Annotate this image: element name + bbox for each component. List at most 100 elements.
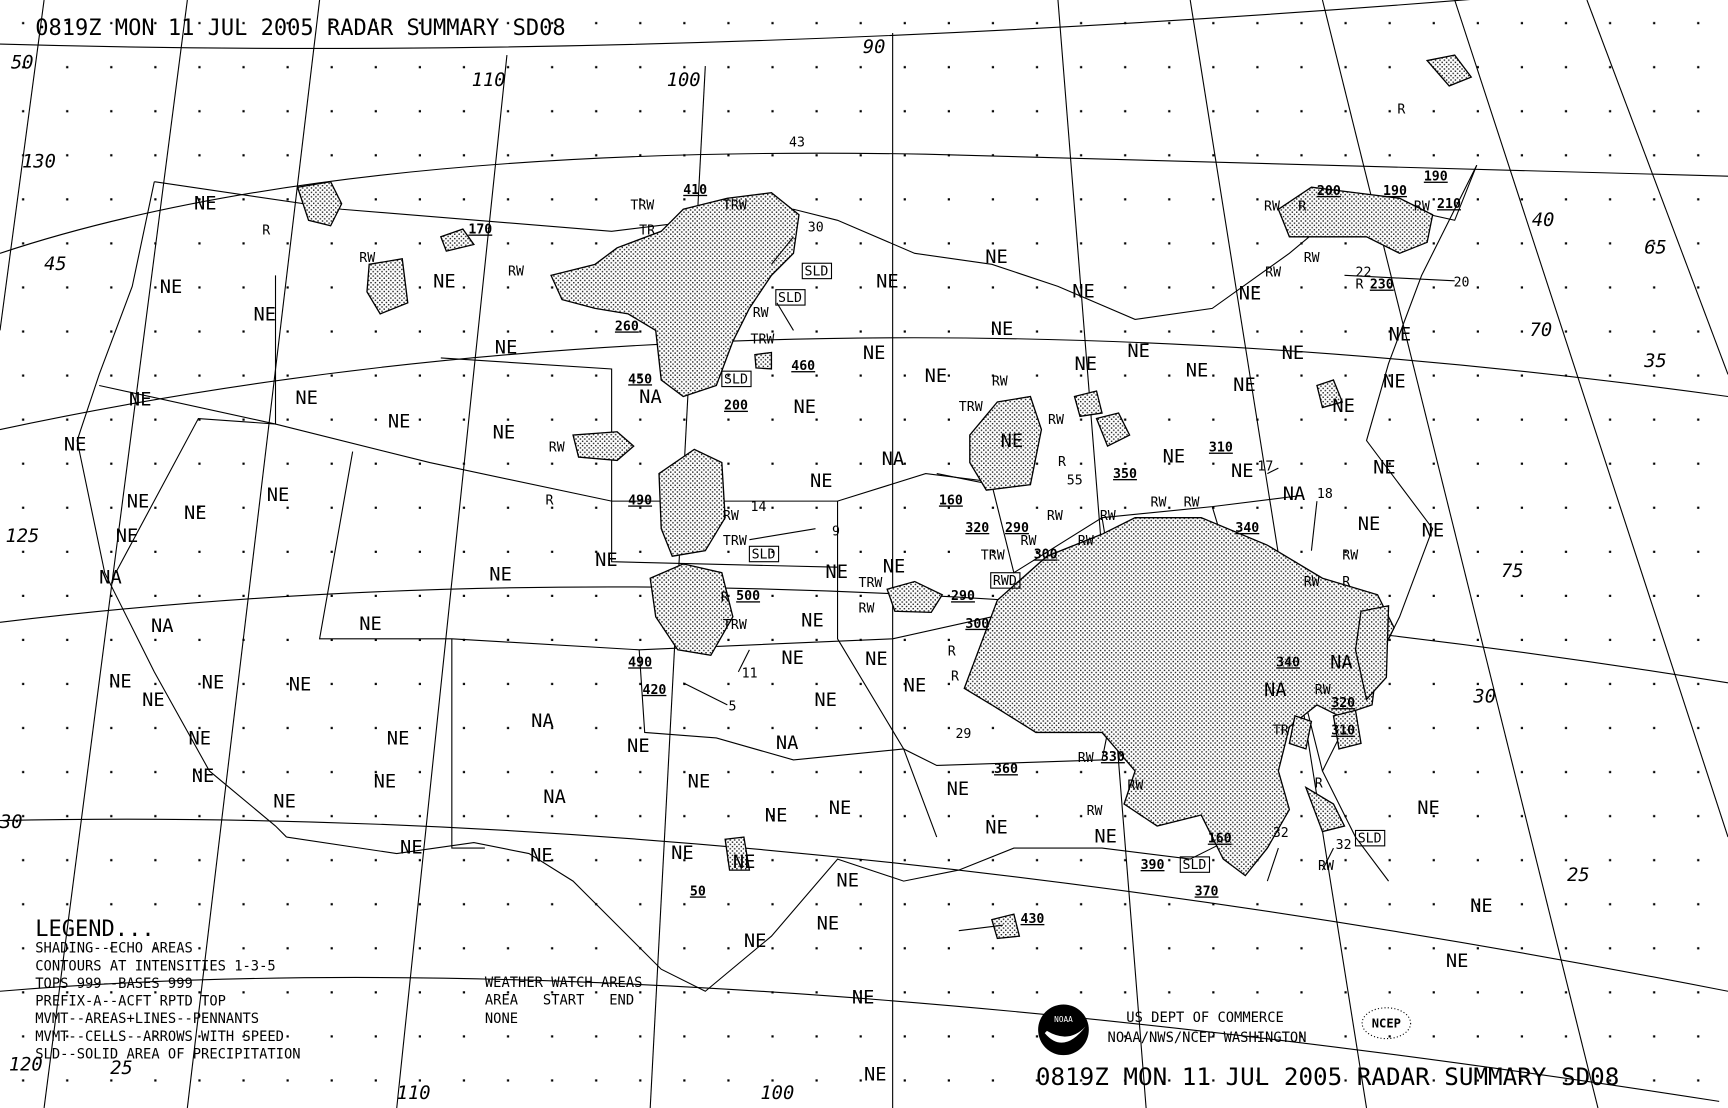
echo-top-label: 370	[1195, 884, 1219, 899]
area-label: NA	[1330, 653, 1353, 674]
area-label: NE	[781, 648, 804, 669]
echo-top-label: 300	[1034, 547, 1058, 562]
meridian-line	[43, 0, 188, 1108]
cell-speed-label: 32	[1273, 826, 1289, 841]
area-label: NA	[531, 711, 554, 732]
precip-type-label: R	[721, 590, 729, 605]
echo-top-label: 160	[939, 493, 963, 508]
precip-type-label: RW	[359, 251, 375, 266]
sld-box: SLD	[1358, 832, 1382, 847]
precip-type-label: R	[951, 670, 959, 685]
area-label: NE	[64, 434, 87, 455]
area-label: NE	[192, 766, 215, 787]
echo-top-label: 190	[1383, 184, 1407, 199]
area-label: NE	[991, 319, 1014, 340]
echo-top-label: 420	[642, 683, 666, 698]
area-label: NE	[627, 736, 650, 757]
area-label: NE	[817, 914, 840, 935]
area-label: NE	[493, 422, 516, 443]
sld-box: SLD	[778, 291, 802, 306]
area-label: NE	[194, 193, 217, 214]
echo-top-label: 350	[1113, 467, 1137, 482]
precip-type-label: RW	[1100, 509, 1116, 524]
watch-heading: WEATHER WATCH AREAS	[485, 975, 643, 991]
area-label: NE	[814, 690, 837, 711]
area-label: NA	[882, 449, 905, 470]
area-label: NE	[1332, 396, 1355, 417]
precip-type-label: R	[948, 644, 956, 659]
sld-box-frame	[748, 545, 780, 563]
latitude-line	[0, 152, 1728, 254]
sld-box-frame	[990, 572, 1021, 589]
precip-type-label: RW	[1264, 199, 1280, 214]
cell-speed-label: 32	[1336, 838, 1352, 853]
movement-arrow	[1321, 847, 1334, 871]
precip-type-label: R	[262, 224, 270, 239]
legend-line: MVMT--AREAS+LINES--PENNANTS	[35, 1011, 259, 1027]
area-label: NE	[852, 987, 875, 1008]
area-label: NE	[883, 557, 906, 578]
area-label: NE	[1072, 281, 1095, 302]
echo-area-nebraska	[658, 448, 726, 557]
precip-type-label: RW	[1048, 413, 1064, 428]
precip-type-label: RW	[1127, 779, 1143, 794]
echo-area	[1304, 785, 1346, 833]
latitude-line	[0, 337, 1728, 431]
sld-box: SLD	[752, 547, 776, 562]
cell-speed-label: 29	[955, 727, 971, 742]
area-label: NE	[1470, 896, 1493, 917]
echo-top-label: 170	[468, 222, 492, 237]
area-label: NE	[1094, 827, 1117, 848]
cell-speed-label: 22	[1356, 265, 1372, 280]
echo-area	[991, 913, 1021, 940]
precip-type-label: RW	[723, 509, 739, 524]
area-label: NE	[595, 550, 618, 571]
echo-top-label: 450	[628, 372, 652, 387]
echo-area	[1316, 379, 1344, 409]
cell-speed-label: 11	[742, 666, 758, 681]
area-label: NE	[801, 611, 824, 632]
echo-top-label: 210	[1437, 197, 1461, 212]
echo-area	[886, 580, 944, 614]
graticule-label: 110	[397, 1083, 431, 1104]
area-label: NA	[639, 387, 662, 408]
state-boundaries	[76, 164, 1478, 992]
watch-columns: AREA START END	[485, 992, 634, 1008]
area-label: NE	[829, 798, 852, 819]
area-label: NE	[744, 931, 767, 952]
area-label: NE	[765, 806, 788, 827]
echo-area	[754, 351, 773, 370]
watch-value: NONE	[485, 1011, 518, 1027]
precip-type-label: R	[546, 493, 554, 508]
area-label: NE	[267, 485, 290, 506]
pacific-coast	[76, 181, 287, 838]
area-label: NE	[1239, 284, 1262, 305]
cell-speed-label: 17	[1257, 459, 1273, 474]
ncep-logo: NCEP	[1361, 1007, 1412, 1040]
precip-type-label: R	[1058, 455, 1066, 470]
precip-type-label: TRW	[723, 618, 747, 633]
precip-type-label: RW	[1315, 683, 1331, 698]
area-label: NA	[99, 568, 122, 589]
precip-type-label: R	[1342, 575, 1350, 590]
precip-type-label: R	[1397, 102, 1405, 117]
title-top-text: 0819Z MON 11 JUL 2005 RADAR SUMMARY SD08	[35, 16, 565, 41]
sld-box: SLD	[724, 372, 748, 387]
area-label: NE	[1163, 447, 1186, 468]
precip-type-label: RW	[1047, 509, 1063, 524]
legend: LEGEND... SHADING--ECHO AREAS CONTOURS A…	[35, 917, 300, 1062]
noaa-logo-text: NOAA	[1054, 1015, 1073, 1024]
echo-top-label: 290	[951, 589, 975, 604]
area-label: NE	[489, 564, 512, 585]
echo-top-label: 330	[1101, 750, 1125, 765]
echo-area	[1288, 715, 1313, 750]
cell-speed-label: 14	[750, 500, 766, 515]
echo-top-label: 200	[724, 399, 748, 414]
precip-type-label: R	[1356, 278, 1364, 293]
area-label: NE	[253, 305, 276, 326]
ncep-logo-text: NCEP	[1372, 1017, 1401, 1031]
precip-type-label: RW	[1414, 199, 1430, 214]
movement-arrow	[683, 682, 728, 706]
area-label: NE	[495, 338, 518, 359]
